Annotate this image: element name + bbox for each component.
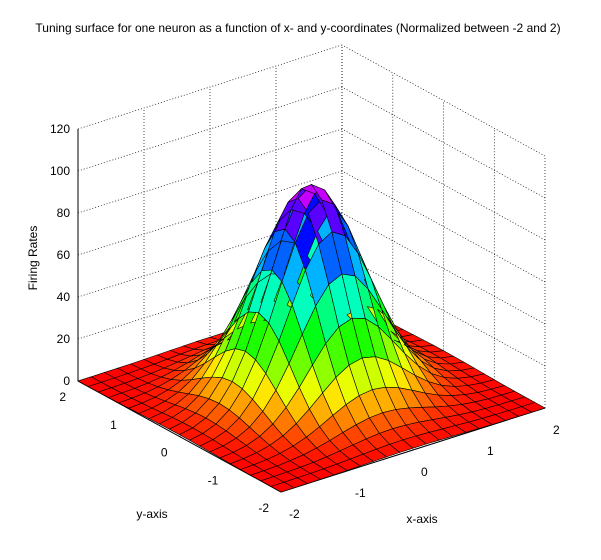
back-wall-gridline <box>77 170 343 256</box>
x-tick-label: -2 <box>289 507 300 521</box>
chart-title: Tuning surface for one neuron as a funct… <box>35 21 560 35</box>
z-axis-label: Firing Rates <box>26 226 40 291</box>
tick-labels: 0 20 40 60 80 100 120 -2 -1 0 1 2 -2 -1 0 1 2 <box>50 122 560 521</box>
z-tick-label: 80 <box>57 206 71 220</box>
surface-patch <box>520 402 546 413</box>
y-tick-label: -2 <box>258 501 269 515</box>
back-wall-gridline <box>77 44 343 130</box>
side-wall-gridline <box>341 212 546 325</box>
x-tick-label: 1 <box>487 444 494 458</box>
side-wall-gridline <box>341 44 546 157</box>
y-tick-label: 1 <box>110 418 117 432</box>
side-wall-gridline <box>341 170 546 283</box>
side-wall-gridline <box>341 86 546 199</box>
surface <box>77 183 546 493</box>
z-tick-label: 0 <box>63 374 70 388</box>
z-tick-label: 40 <box>57 290 71 304</box>
side-wall-gridline <box>341 128 546 241</box>
y-axis-label: y-axis <box>136 507 167 521</box>
x-tick-label: -1 <box>355 486 366 500</box>
z-tick-label: 60 <box>57 248 71 262</box>
back-wall-gridline <box>77 86 343 172</box>
z-tick-label: 20 <box>57 332 71 346</box>
back-wall-gridline <box>77 254 343 340</box>
side-wall-gridline <box>341 254 546 367</box>
back-wall-gridline <box>77 128 343 214</box>
back-wall-gridline <box>77 212 343 298</box>
y-tick-label: -1 <box>208 473 219 487</box>
x-axis-label: x-axis <box>406 512 437 526</box>
y-tick-label: 2 <box>59 390 66 404</box>
y-tick-label: 0 <box>161 446 168 460</box>
z-tick-label: 120 <box>50 122 70 136</box>
x-tick-label: 0 <box>421 465 428 479</box>
z-tick-label: 100 <box>50 164 70 178</box>
x-tick-label: 2 <box>553 423 560 437</box>
